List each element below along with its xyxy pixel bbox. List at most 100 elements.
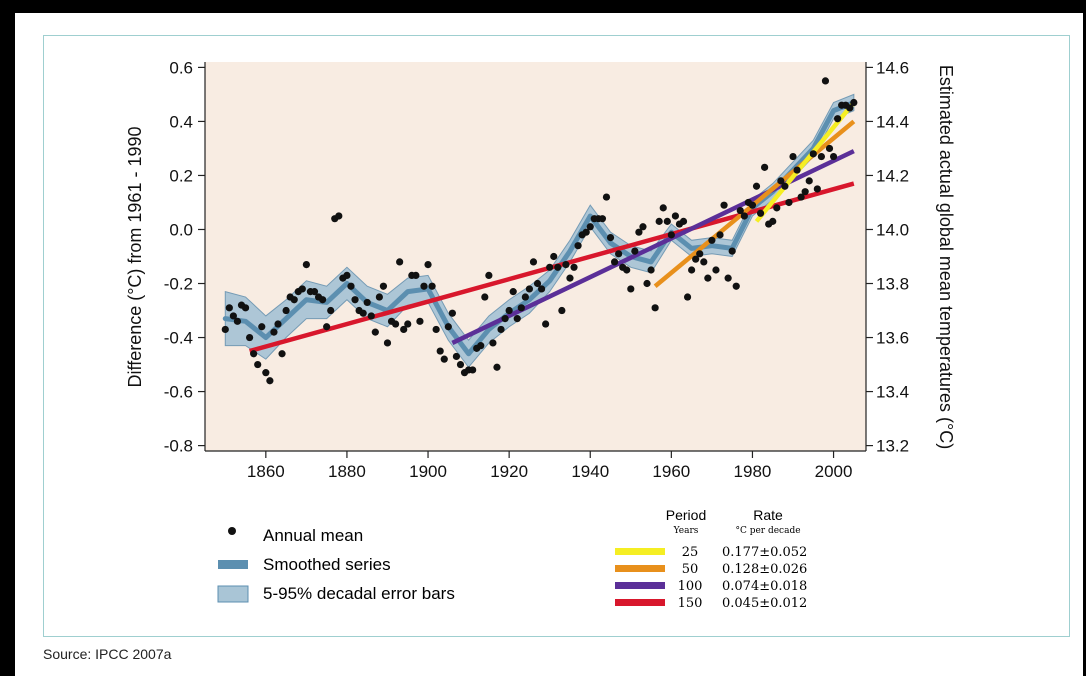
annual-mean-point — [793, 166, 801, 174]
annual-mean-point — [456, 360, 465, 369]
legend-error-bars: 5-95% decadal error bars — [263, 584, 455, 603]
annual-mean-point — [570, 263, 578, 271]
annual-mean-point — [606, 233, 615, 242]
annual-mean-point — [225, 304, 233, 312]
y2-axis-label: Estimated actual global mean temperature… — [936, 65, 956, 449]
rate-swatch-150 — [615, 599, 665, 606]
annual-mean-point — [489, 339, 497, 347]
annual-mean-point — [509, 288, 517, 296]
rate-swatch-25 — [615, 548, 665, 555]
rate-period-25: 25 — [682, 545, 699, 560]
axes-layer: 0.6 0.4 0.2 0.0 -0.2 -0.4 -0.6 -0.8 14.6 14.4 14.2… — [164, 58, 909, 481]
legend-annual-mean: Annual mean — [263, 526, 363, 545]
annual-mean-point — [574, 242, 582, 250]
annual-mean-point — [233, 317, 242, 325]
annual-mean-point — [221, 325, 229, 334]
annual-mean-point — [517, 304, 525, 312]
rate-value-50: 0.128±0.026 — [722, 562, 807, 577]
annual-mean-point — [379, 282, 388, 290]
annual-mean-point — [692, 255, 700, 263]
annual-mean-layer — [221, 77, 858, 385]
trend-line-25 — [754, 101, 856, 223]
x-tick-label: 1980 — [734, 462, 772, 481]
annual-mean-point — [586, 223, 594, 231]
rate-subheader: °C per decade — [735, 526, 800, 536]
annual-mean-point — [335, 212, 343, 220]
annual-mean-point — [310, 288, 319, 296]
legend-smoothed-swatch — [218, 560, 248, 569]
annual-mean-point — [525, 285, 534, 293]
annual-mean-point — [412, 271, 420, 280]
x-tick-label: 1920 — [490, 462, 528, 481]
annual-mean-point — [825, 144, 834, 153]
annual-mean-point — [696, 250, 704, 258]
annual-mean-point — [708, 236, 716, 244]
annual-mean-point — [720, 201, 728, 209]
y-tick-label: -0.6 — [164, 383, 193, 402]
annual-mean-point — [801, 188, 809, 196]
annual-mean-point — [623, 266, 631, 274]
annual-mean-point — [582, 228, 590, 236]
rate-value-150: 0.045±0.012 — [722, 596, 807, 611]
x-tick-label: 1900 — [409, 462, 447, 481]
annual-mean-point — [375, 293, 383, 301]
annual-mean-point — [663, 217, 671, 225]
rate-rows: 25 0.177±0.052 50 0.128±0.026 100 0.074±0.018… — [615, 545, 807, 611]
annual-mean-point — [610, 258, 619, 266]
annual-mean-point — [781, 182, 789, 190]
annual-mean-point — [428, 282, 436, 290]
annual-mean-point — [529, 258, 538, 266]
annual-mean-point — [298, 285, 306, 293]
annual-mean-point — [550, 252, 558, 261]
annual-mean-point — [777, 177, 785, 185]
x-tick-label: 1940 — [571, 462, 609, 481]
annual-mean-point — [485, 271, 493, 280]
annual-mean-point — [769, 217, 777, 225]
annual-mean-point — [651, 304, 659, 312]
y-tick-label: 0.2 — [169, 166, 193, 185]
annual-mean-point — [598, 215, 607, 223]
annual-mean-point — [359, 309, 367, 317]
y-tick-label: 0.0 — [169, 220, 193, 239]
x-tick-label: 1960 — [652, 462, 690, 481]
annual-mean-point — [846, 104, 854, 112]
annual-mean-point — [542, 320, 550, 328]
annual-mean-point — [704, 274, 712, 282]
rate-period-100: 100 — [678, 579, 703, 594]
annual-mean-point — [748, 201, 757, 209]
annual-mean-point — [383, 339, 392, 347]
legend-error-swatch — [217, 585, 249, 603]
annual-mean-point — [688, 266, 696, 274]
annual-mean-point — [505, 306, 513, 315]
annual-mean-point — [323, 323, 331, 331]
y2-tick-label: 13.8 — [876, 275, 909, 294]
annual-mean-point — [756, 209, 765, 217]
annual-mean-point — [566, 274, 574, 282]
annual-mean-point — [258, 323, 266, 331]
rate-value-25: 0.177±0.052 — [722, 545, 807, 560]
annual-mean-point — [404, 320, 412, 328]
y-tick-label: -0.4 — [164, 329, 193, 348]
annual-mean-point — [615, 250, 623, 258]
annual-mean-point — [363, 298, 371, 307]
annual-mean-point — [420, 282, 428, 290]
rate-swatch-100 — [615, 582, 665, 589]
y-tick-label: -0.2 — [164, 275, 193, 294]
annual-mean-point — [229, 312, 237, 320]
annual-mean-point — [809, 150, 817, 158]
annual-mean-point — [444, 323, 452, 331]
y2-tick-label: 13.4 — [876, 383, 909, 402]
y2-tick-label: 13.6 — [876, 329, 909, 348]
annual-mean-point — [554, 263, 562, 271]
annual-mean-point — [448, 309, 456, 317]
source-note: Source: IPCC 2007a — [43, 646, 172, 662]
annual-mean-point — [740, 212, 748, 220]
annual-mean-point — [850, 98, 858, 107]
annual-mean-point — [752, 182, 761, 190]
annual-mean-point — [700, 258, 708, 266]
annual-mean-point — [497, 325, 505, 334]
annual-mean-point — [250, 350, 258, 358]
annual-mean-point — [732, 282, 740, 290]
annual-mean-point — [647, 266, 655, 274]
